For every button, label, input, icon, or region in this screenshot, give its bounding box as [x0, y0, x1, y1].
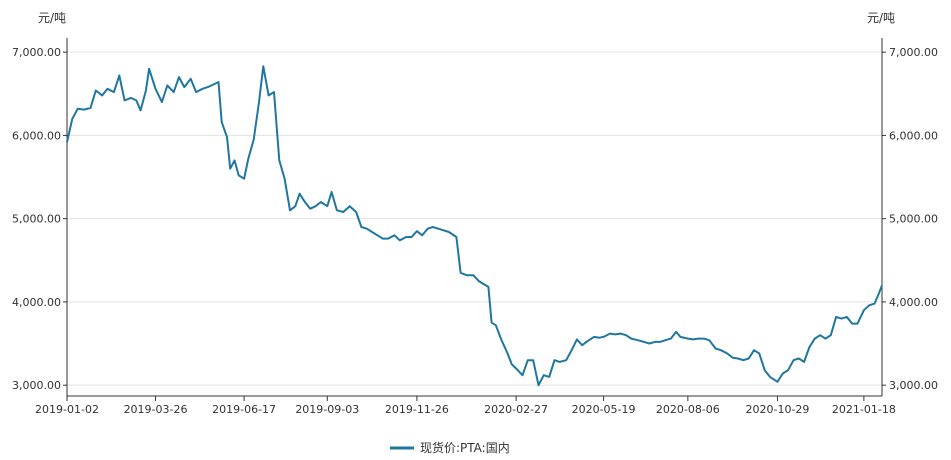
x-tick-label: 2020-08-06 [656, 403, 720, 416]
y-tick-label-left: 7,000.00 [12, 46, 61, 59]
y-tick-label-left: 5,000.00 [12, 213, 61, 226]
legend-label: 现货价:PTA:国内 [420, 440, 510, 455]
x-tick-label: 2019-11-26 [385, 403, 449, 416]
y-tick-label-right: 4,000.00 [889, 296, 938, 309]
x-tick-label: 2020-10-29 [745, 403, 809, 416]
x-tick-label: 2019-01-02 [35, 403, 99, 416]
x-tick-label: 2021-01-18 [832, 403, 896, 416]
series-line [66, 65, 883, 387]
y-tick-label-left: 4,000.00 [12, 296, 61, 309]
y-tick-label-right: 3,000.00 [889, 379, 938, 392]
y-ticks-right: 3,000.00 4,000.00 5,000.00 6,000.00 7,000.00 [882, 46, 938, 392]
y-tick-label-right: 6,000.00 [889, 129, 938, 142]
x-tick-label: 2019-09-03 [295, 403, 359, 416]
gridlines [67, 51, 882, 386]
left-unit-label: 元/吨 [38, 11, 66, 25]
y-tick-label-left: 3,000.00 [12, 379, 61, 392]
y-tick-label-right: 7,000.00 [889, 46, 938, 59]
y-ticks-left: 3,000.00 4,000.00 5,000.00 6,000.00 7,000.00 [12, 46, 67, 392]
right-unit-label: 元/吨 [867, 11, 895, 25]
legend[interactable]: 现货价:PTA:国内 [390, 440, 510, 455]
x-tick-label: 2019-06-17 [212, 403, 276, 416]
x-tick-label: 2019-03-26 [124, 403, 188, 416]
x-ticks: 2019-01-02 2019-03-26 2019-06-17 2019-09-03… [35, 396, 896, 416]
x-tick-label: 2020-02-27 [484, 403, 548, 416]
y-tick-label-left: 6,000.00 [12, 129, 61, 142]
x-tick-label: 2020-05-19 [572, 403, 636, 416]
y-tick-label-right: 5,000.00 [889, 213, 938, 226]
